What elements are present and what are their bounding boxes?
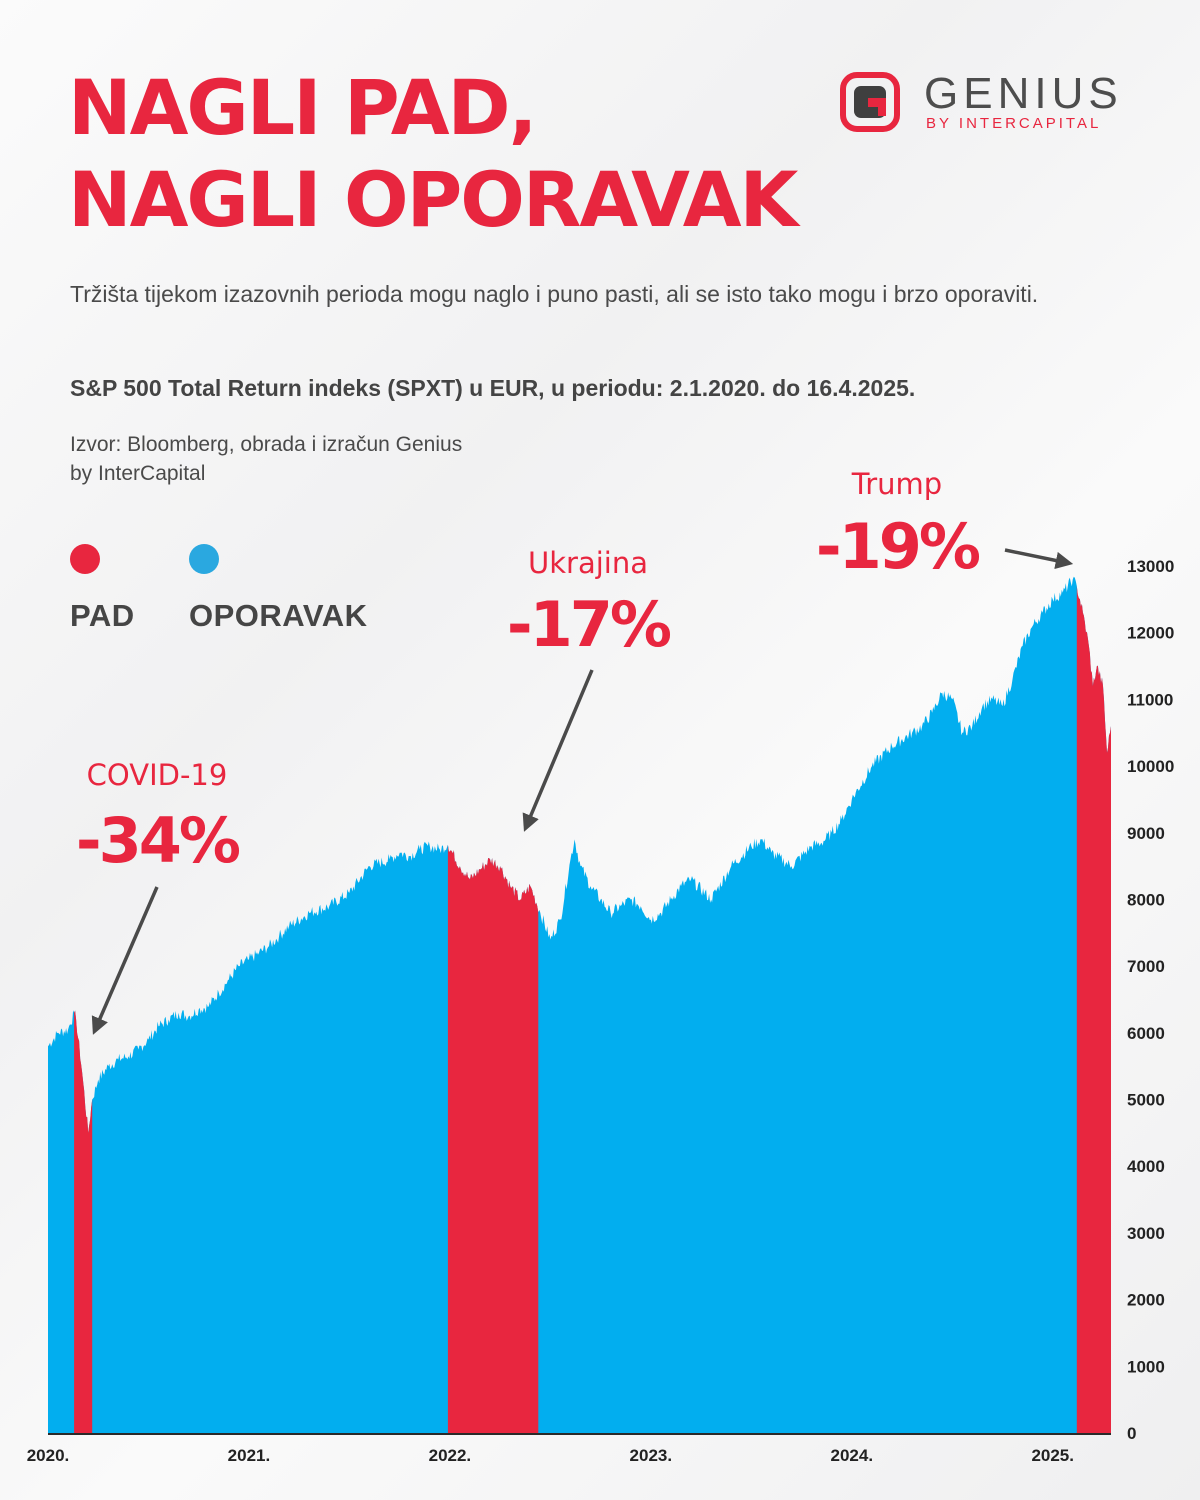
- annotation-change: -34%: [76, 804, 240, 877]
- drawdown-area-1: [74, 1010, 93, 1433]
- x-tick-label: 2022.: [429, 1446, 472, 1465]
- y-tick-label: 10000: [1127, 757, 1174, 776]
- y-tick-label: 9000: [1127, 824, 1165, 843]
- title-line-1: NAGLI PAD,: [68, 63, 537, 152]
- source-note: Izvor: Bloomberg, obrada i izračun Geniu…: [70, 433, 463, 485]
- brand-logo: GENIUS BY INTERCAPITAL: [840, 72, 1140, 134]
- page-title: NAGLI PAD, NAGLI OPORAVAK: [68, 62, 798, 246]
- y-tick-label: 1000: [1127, 1357, 1165, 1376]
- y-tick-label: 8000: [1127, 890, 1165, 909]
- drawdown-area-2: [447, 844, 539, 1433]
- annotation-name: Trump: [851, 467, 942, 501]
- legend-dot-pad: [70, 544, 100, 574]
- series-area-recovery: [48, 576, 1111, 1433]
- y-tick-label: 12000: [1127, 624, 1174, 643]
- annotation-arrow: [91, 886, 159, 1035]
- y-tick-label: 2000: [1127, 1291, 1165, 1310]
- drawdown-area-3: [1076, 586, 1111, 1433]
- x-tick-label: 2024.: [831, 1446, 874, 1465]
- legend-label-pad: PAD: [70, 598, 135, 633]
- legend-label-oporavak: OPORAVAK: [189, 598, 368, 633]
- y-tick-label: 3000: [1127, 1224, 1165, 1243]
- x-tick-label: 2021.: [228, 1446, 271, 1465]
- annotation-change: -19%: [816, 510, 980, 583]
- subtitle: Tržišta tijekom izazovnih perioda mogu n…: [70, 281, 1039, 307]
- annotation-name: Ukrajina: [528, 546, 648, 580]
- y-tick-label: 4000: [1127, 1157, 1165, 1176]
- x-tick-label: 2020.: [27, 1446, 70, 1465]
- title-line-2: NAGLI OPORAVAK: [68, 155, 798, 244]
- annotation-arrow: [522, 669, 594, 832]
- y-tick-label: 6000: [1127, 1024, 1165, 1043]
- y-tick-label: 5000: [1127, 1091, 1165, 1110]
- genius-g-logo-icon: [840, 72, 900, 132]
- y-tick-label: 0: [1127, 1424, 1136, 1443]
- annotation-name: COVID-19: [87, 758, 228, 792]
- y-tick-label: 13000: [1127, 557, 1174, 576]
- annotation-arrow: [1004, 548, 1074, 570]
- brand-tagline: BY INTERCAPITAL: [926, 115, 1102, 132]
- legend-dot-oporavak: [189, 544, 219, 574]
- y-tick-label: 7000: [1127, 957, 1165, 976]
- index-description: S&P 500 Total Return indeks (SPXT) u EUR…: [70, 375, 916, 401]
- brand-name: GENIUS: [924, 69, 1123, 118]
- x-tick-label: 2025.: [1031, 1446, 1074, 1465]
- annotation-change: -17%: [507, 588, 671, 661]
- y-tick-label: 11000: [1127, 690, 1173, 709]
- x-tick-label: 2023.: [630, 1446, 673, 1465]
